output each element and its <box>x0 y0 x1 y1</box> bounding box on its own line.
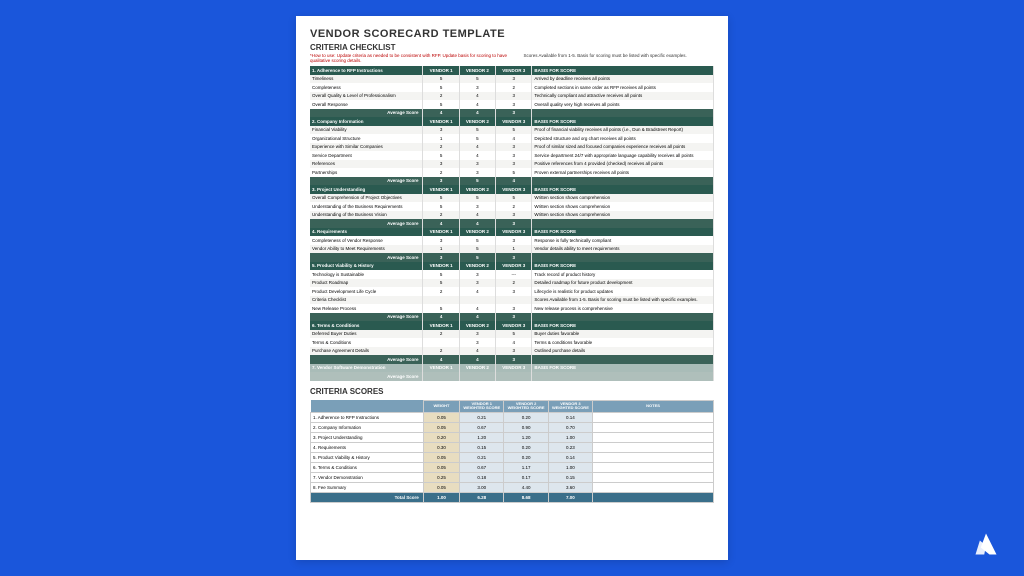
criteria-row: Experience with Similar Companies243Proo… <box>310 143 714 152</box>
average-score-row: Average Score354 <box>310 177 714 186</box>
scores-row: 4. Requirements0.300.150.200.23 <box>311 443 714 453</box>
scores-heading: CRITERIA SCORES <box>310 387 714 396</box>
usage-note: *How to use: Update criteria as needed t… <box>310 53 520 63</box>
average-score-row: Average Score443 <box>310 219 714 228</box>
criteria-row: Understanding of the Business Requiremen… <box>310 202 714 211</box>
criteria-row: Criteria ChecklistScores Available from … <box>310 296 714 305</box>
average-score-row: Average Score353 <box>310 253 714 262</box>
criteria-row: Purchase Agreement Details243Outlined pu… <box>310 347 714 356</box>
criteria-row: Technology is Sustainable53---Track reco… <box>310 270 714 279</box>
scores-row: 1. Adherence to RFP Instructions0.050.21… <box>311 413 714 423</box>
criteria-scores-table: WEIGHTVENDOR 1 WEIGHTED SCOREVENDOR 2 WE… <box>310 400 714 504</box>
criteria-row: New Release Process543New release proces… <box>310 304 714 313</box>
average-score-row: Average Score443 <box>310 313 714 322</box>
criteria-row: Service Department543Service department … <box>310 151 714 160</box>
criteria-row: Vendor Ability to Meet Requirements151Ve… <box>310 245 714 254</box>
atlassian-logo-icon <box>972 530 1000 558</box>
criteria-row: References333Positive references from 4 … <box>310 160 714 169</box>
section-header-row: 3. Project UnderstandingVENDOR 1VENDOR 2… <box>310 185 714 194</box>
criteria-row: Timeliness553Arrived by deadline receive… <box>310 75 714 84</box>
section-heading: CRITERIA CHECKLIST <box>310 43 714 52</box>
criteria-row: Product Development Life Cycle243Lifecyc… <box>310 287 714 296</box>
criteria-row: Completeness532Completed sections in sam… <box>310 83 714 92</box>
criteria-row: Financial Viability355Proof of financial… <box>310 126 714 135</box>
section-header-row: 6. Terms & ConditionsVENDOR 1VENDOR 2VEN… <box>310 321 714 330</box>
criteria-row: Completeness of Vendor Response353Respon… <box>310 236 714 245</box>
page-title: VENDOR SCORECARD TEMPLATE <box>310 28 714 40</box>
section-header-row: 4. RequirementsVENDOR 1VENDOR 2VENDOR 3B… <box>310 228 714 237</box>
criteria-row: Overall Comprehension of Project Objecti… <box>310 194 714 203</box>
document-page: VENDOR SCORECARD TEMPLATE CRITERIA CHECK… <box>296 16 728 560</box>
criteria-checklist-table: 1. Adherence to RFP InstructionsVENDOR 1… <box>310 66 714 381</box>
section-header-row: 7. Vendor Software DemonstrationVENDOR 1… <box>310 364 714 373</box>
section-header-row: 1. Adherence to RFP InstructionsVENDOR 1… <box>310 66 714 75</box>
score-legend: Scores Available from 1-5. Basis for sco… <box>524 53 714 63</box>
scores-row: 6. Terms & Conditions0.050.671.171.00 <box>311 463 714 473</box>
criteria-row: Organizational Structure154Depicted stru… <box>310 134 714 143</box>
criteria-row: Partnerships235Proven external partnersh… <box>310 168 714 177</box>
average-score-row: Average Score443 <box>310 355 714 364</box>
total-score-row: Total Score1.006.288.687.00 <box>311 493 714 503</box>
scores-row: 5. Product Viability & History0.050.210.… <box>311 453 714 463</box>
scores-row: 8. Fee Summary0.053.004.403.60 <box>311 483 714 493</box>
scores-row: 3. Project Understanding0.201.201.201.00 <box>311 433 714 443</box>
section-header-row: 5. Product Viability & HistoryVENDOR 1VE… <box>310 262 714 271</box>
scores-row: 7. Vendor Demonstration0.250.180.170.15 <box>311 473 714 483</box>
criteria-row: Overall Response543Overall quality very … <box>310 100 714 109</box>
average-score-row: Average Score <box>310 372 714 381</box>
criteria-row: Understanding of the Business Vision243W… <box>310 211 714 220</box>
average-score-row: Average Score443 <box>310 109 714 118</box>
criteria-row: Overall Quality & Level of Professionali… <box>310 92 714 101</box>
criteria-row: Product Roadmap532Detailed roadmap for f… <box>310 279 714 288</box>
scores-header-row: WEIGHTVENDOR 1 WEIGHTED SCOREVENDOR 2 WE… <box>311 400 714 413</box>
scores-row: 2. Company Information0.050.670.900.70 <box>311 423 714 433</box>
section-header-row: 2. Company InformationVENDOR 1VENDOR 2VE… <box>310 117 714 126</box>
criteria-row: Deferred Buyer Duties235Buyer duties fav… <box>310 330 714 339</box>
criteria-row: Terms & Conditions34Terms & conditions f… <box>310 338 714 347</box>
